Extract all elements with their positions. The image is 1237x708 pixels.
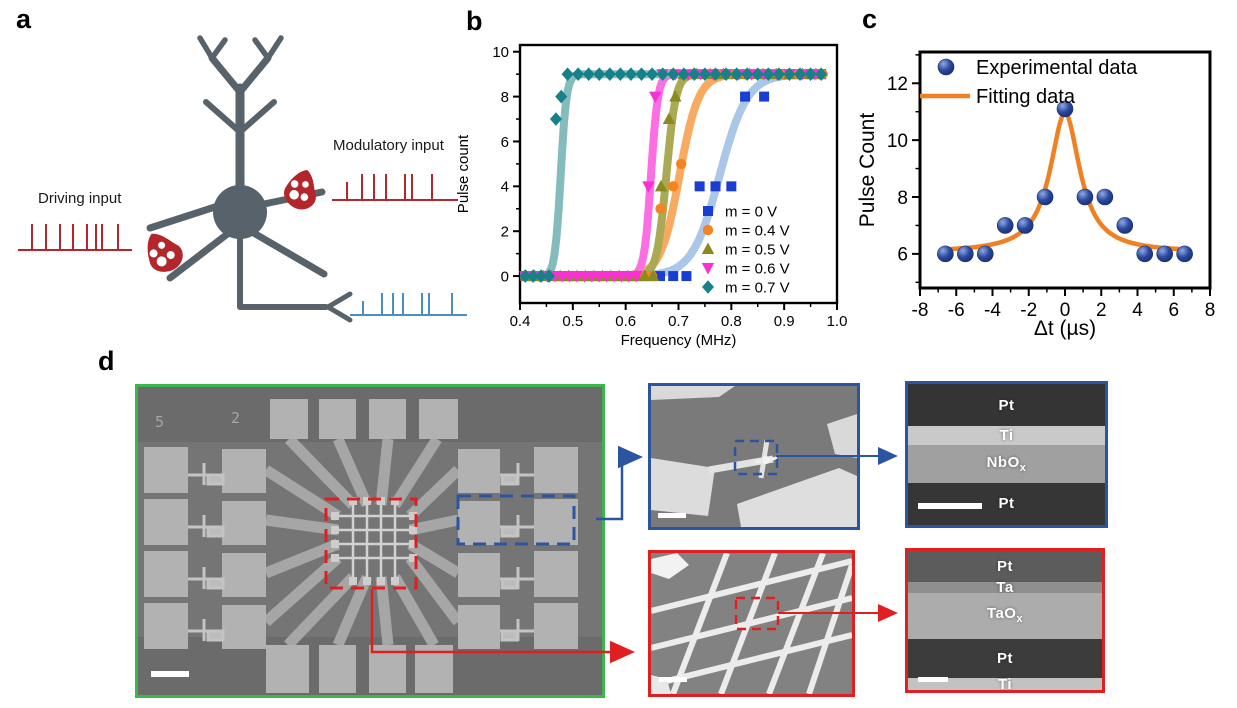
svg-text:6: 6: [897, 245, 908, 266]
x-axis-label-b: Frequency (MHz): [621, 332, 737, 349]
tem-layer-pt: Pt: [908, 638, 1102, 679]
tem-nbox-stack-image: Pt Ti NbOx Pt: [905, 381, 1108, 528]
axes-b: 0.4 0.5 0.6 0.7 0.8 0.9 1.0 0 2 4 6 8 10: [492, 43, 848, 330]
panel-a-label: a: [16, 4, 32, 34]
tem-taox-stack-image: Pt Ta TaOx Pt Ti: [905, 548, 1105, 693]
svg-text:0.9: 0.9: [774, 313, 795, 330]
svg-text:0.8: 0.8: [721, 313, 742, 330]
tem-layer-label: Ta: [996, 578, 1014, 596]
tem-layer-pt: Pt: [908, 551, 1102, 582]
synapse-modulatory: [284, 170, 316, 210]
svg-text:10: 10: [887, 131, 908, 152]
driving-spike-train: [18, 224, 132, 251]
tem-layer-label: Pt: [997, 557, 1013, 575]
scale-bar: [918, 503, 982, 509]
tem-layer-label: NbOx: [986, 453, 1027, 474]
series-experimental-data: [937, 100, 1193, 263]
sem-single-device-image: [648, 383, 860, 530]
tem-layer-pt: Pt: [908, 384, 1105, 427]
tem-layer-label: Ti: [999, 427, 1014, 445]
svg-text:m = 0 V: m = 0 V: [725, 203, 777, 220]
tem-layer-ta: Ta: [908, 578, 1102, 596]
tem-layer-nbox: NbOx: [908, 445, 1105, 483]
legend-b: m = 0 V m = 0.4 V m = 0.5 V m = 0.6 V m = 0.…: [701, 203, 790, 296]
tem-layer-label: Pt: [998, 396, 1015, 414]
svg-text:1.0: 1.0: [827, 313, 848, 330]
pulse-count-vs-delta-t-chart: -8 -6 -4 -2 0 2 4 6 8 6 8 10 12 Δt (µs) Pulse Count Exp…: [858, 50, 1216, 340]
tem-layer-taox: TaOx: [908, 593, 1102, 639]
tem-layer-ti: Ti: [908, 675, 1102, 693]
scale-bar: [659, 677, 687, 682]
svg-text:0.4: 0.4: [510, 313, 531, 330]
svg-text:0: 0: [1060, 300, 1071, 321]
output-spike-train: [350, 293, 467, 316]
svg-text:4: 4: [1132, 300, 1143, 321]
spike-trains: [18, 174, 467, 316]
svg-text:-6: -6: [948, 300, 965, 321]
svg-text:m = 0.7 V: m = 0.7 V: [725, 279, 790, 296]
tem-layer-ti: Ti: [908, 426, 1105, 446]
synapse-driving: [147, 233, 183, 272]
legend-c: Experimental data Fitting data: [920, 57, 1138, 108]
svg-text:12: 12: [887, 74, 908, 95]
tem-layer-label: Pt: [997, 649, 1013, 667]
svg-text:8: 8: [501, 89, 509, 106]
svg-text:6: 6: [1168, 300, 1179, 321]
svg-text:m = 0.5 V: m = 0.5 V: [725, 241, 790, 258]
red-dashed-junction-box: [734, 596, 780, 631]
svg-text:0.5: 0.5: [562, 313, 583, 330]
series-m-0.7-v: [519, 67, 828, 283]
tem-layer-label: TaOx: [986, 605, 1024, 626]
svg-text:m = 0.6 V: m = 0.6 V: [725, 260, 790, 277]
tem-layer-label: Ti: [997, 675, 1013, 693]
sem-chip-overview-image: 5 2: [135, 384, 605, 698]
soma: [213, 185, 267, 239]
pulse-count-vs-frequency-chart: 0.4 0.5 0.6 0.7 0.8 0.9 1.0 0 2 4 6 8 10 Frequency (M…: [455, 43, 848, 349]
sem-crossbar-graphic: [650, 551, 855, 696]
scale-bar: [918, 677, 948, 682]
sem-chip-graphic: [138, 387, 602, 695]
svg-text:6: 6: [501, 134, 509, 151]
svg-text:-2: -2: [1020, 300, 1037, 321]
svg-text:10: 10: [492, 44, 509, 61]
sem-single-device-graphic: [651, 386, 857, 527]
sem-die-number-5: 5: [155, 413, 165, 431]
svg-text:0.7: 0.7: [668, 313, 689, 330]
modulatory-input-label: Modulatory input: [333, 137, 444, 154]
svg-text:0: 0: [501, 268, 509, 285]
svg-text:Experimental data: Experimental data: [976, 57, 1138, 79]
svg-text:2: 2: [501, 224, 509, 241]
scale-bar: [151, 671, 189, 677]
svg-text:Fitting data: Fitting data: [976, 86, 1076, 108]
fit-curves-c: [939, 110, 1191, 252]
driving-input-label: Driving input: [38, 190, 122, 207]
svg-text:-4: -4: [984, 300, 1001, 321]
svg-text:4: 4: [501, 179, 509, 196]
svg-text:2: 2: [1096, 300, 1107, 321]
y-axis-label-b: Pulse count: [455, 134, 472, 213]
sem-die-number-2: 2: [231, 409, 241, 427]
crossbar-array: [331, 497, 417, 585]
svg-text:0.6: 0.6: [615, 313, 636, 330]
blue-dashed-junction-box: [733, 439, 779, 476]
y-axis-label-c: Pulse Count: [858, 113, 879, 228]
svg-text:8: 8: [897, 188, 908, 209]
red-dashed-roi-box: [324, 497, 418, 590]
panel-b-label: b: [466, 6, 483, 36]
tem-layer-pt: Pt: [908, 482, 1105, 525]
tem-layer-label: Pt: [998, 495, 1015, 513]
svg-text:-8: -8: [912, 300, 929, 321]
blue-dashed-roi-box: [456, 494, 576, 546]
sem-crossbar-image: [648, 550, 855, 697]
axes-c: -8 -6 -4 -2 0 2 4 6 8 6 8 10 12: [887, 50, 1216, 321]
neuron: [146, 35, 353, 323]
x-axis-label-c: Δt (µs): [1034, 317, 1096, 340]
svg-text:8: 8: [1205, 300, 1216, 321]
panel-d-label: d: [98, 346, 115, 376]
panel-c-label: c: [862, 4, 878, 34]
modulatory-spike-train: [332, 174, 458, 201]
neuron-diagram: [18, 35, 467, 323]
svg-text:m = 0.4 V: m = 0.4 V: [725, 222, 790, 239]
scale-bar: [658, 513, 686, 518]
